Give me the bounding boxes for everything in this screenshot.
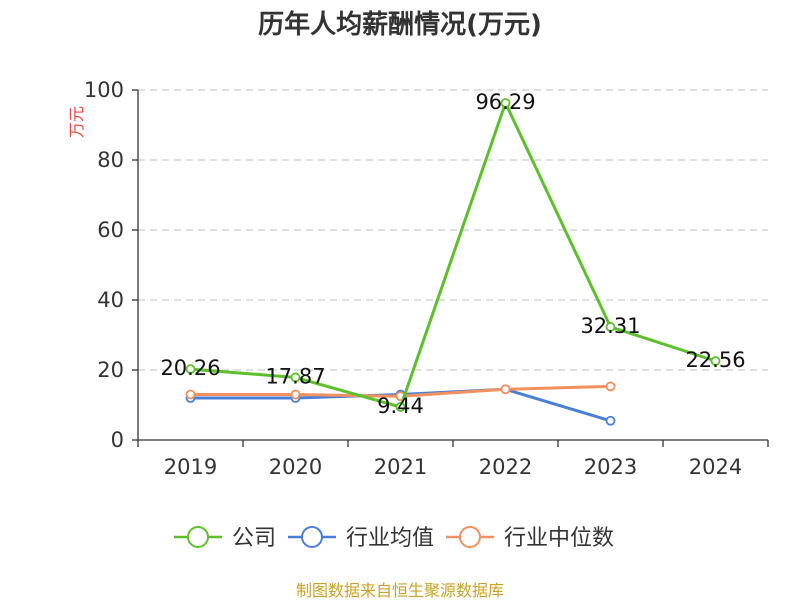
data-point [710,356,721,366]
legend-marker-circle [187,526,209,548]
series-lines [185,98,721,426]
data-point [290,372,301,383]
y-tick-label: 60 [97,218,124,242]
axes [132,89,769,447]
legend-item[interactable]: 行业均值 [288,526,434,551]
data-label: 20.26 [160,356,220,380]
y-axis-label: 万元 [67,106,86,138]
x-tick-label: 2022 [479,455,532,479]
data-point [290,389,301,400]
data-label: 32.31 [580,314,640,338]
gridlines [138,89,768,371]
legend-item[interactable]: 公司 [174,526,276,551]
x-tick-label: 2021 [374,455,427,479]
data-point [605,381,616,392]
y-tick-label: 80 [97,148,124,172]
x-tick-label: 2023 [584,455,637,479]
legend-label: 行业均值 [346,526,434,551]
series-line [190,101,716,409]
data-point [605,415,616,426]
x-tick-label: 2024 [689,455,742,479]
x-tick-labels: 2019 2020 2021 2022 2023 2024 [164,455,742,479]
y-tick-label: 100 [84,78,124,102]
data-point [500,98,511,108]
legend-item[interactable]: 行业中位数 [446,526,614,551]
data-point [185,389,196,400]
data-point [605,322,616,332]
data-labels: 20.26 17.87 9.44 96.29 32.31 22.56 [160,90,745,418]
y-tick-label: 20 [97,358,124,382]
data-label: 17.87 [265,364,325,388]
y-tick-label: 0 [111,428,124,452]
x-tick-label: 2019 [164,455,217,479]
x-tick-label: 2020 [269,455,322,479]
y-tick-label: 40 [97,288,124,312]
data-point [185,364,196,374]
data-point [395,402,406,412]
legend[interactable]: 公司 行业均值 行业中位数 [174,526,614,551]
data-label: 96.29 [475,90,535,114]
data-point [500,384,511,395]
legend-label: 行业中位数 [504,526,614,551]
data-label: 22.56 [685,348,745,372]
source-note: 制图数据来自恒生聚源数据库 [296,581,504,600]
legend-label: 公司 [232,526,276,551]
chart-title: 历年人均薪酬情况(万元) [258,9,542,40]
y-tick-labels: 0 20 40 60 80 100 [84,78,124,452]
legend-marker-circle [301,526,323,548]
legend-marker-circle [459,526,481,548]
data-label: 9.44 [377,394,424,418]
